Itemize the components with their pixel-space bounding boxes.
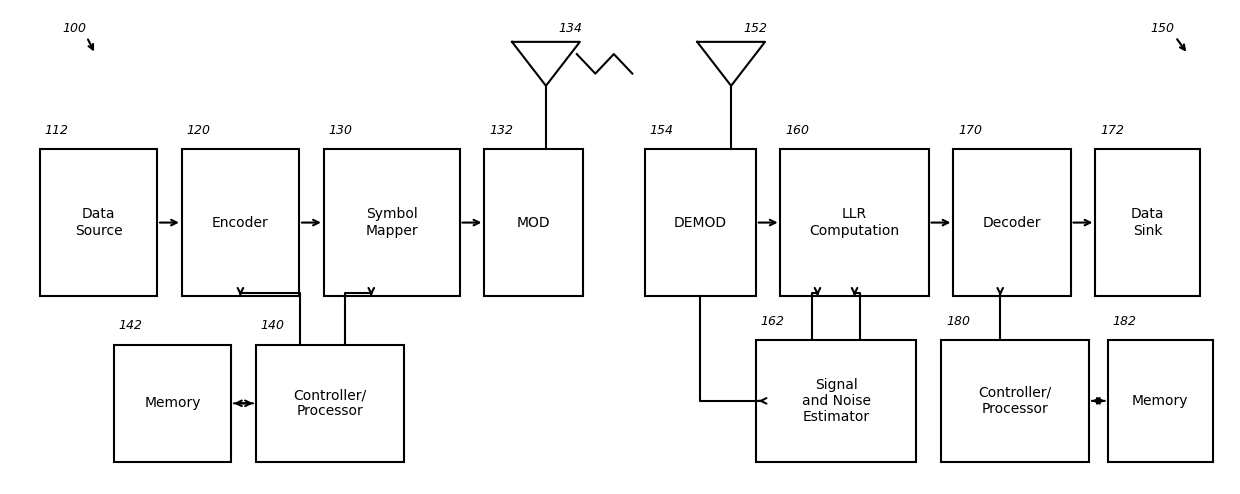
Text: 182: 182 bbox=[1112, 315, 1137, 328]
Text: 150: 150 bbox=[1151, 22, 1174, 35]
Text: 170: 170 bbox=[959, 124, 982, 137]
FancyBboxPatch shape bbox=[645, 149, 756, 296]
FancyBboxPatch shape bbox=[255, 345, 404, 462]
FancyBboxPatch shape bbox=[954, 149, 1070, 296]
Text: 120: 120 bbox=[187, 124, 211, 137]
Text: Controller/
Processor: Controller/ Processor bbox=[978, 386, 1052, 416]
Text: 142: 142 bbox=[119, 320, 143, 332]
Text: 152: 152 bbox=[744, 22, 768, 35]
Text: Decoder: Decoder bbox=[982, 215, 1042, 230]
Text: Signal
and Noise
Estimator: Signal and Noise Estimator bbox=[801, 377, 870, 424]
Text: 140: 140 bbox=[260, 320, 285, 332]
Text: Memory: Memory bbox=[144, 396, 201, 411]
FancyBboxPatch shape bbox=[40, 149, 157, 296]
FancyBboxPatch shape bbox=[484, 149, 583, 296]
Text: 162: 162 bbox=[760, 315, 785, 328]
FancyBboxPatch shape bbox=[182, 149, 299, 296]
Text: Data
Source: Data Source bbox=[74, 207, 123, 238]
Polygon shape bbox=[697, 42, 765, 86]
Polygon shape bbox=[512, 42, 580, 86]
FancyBboxPatch shape bbox=[1107, 340, 1213, 462]
Text: 132: 132 bbox=[489, 124, 513, 137]
Text: MOD: MOD bbox=[517, 215, 551, 230]
Text: 130: 130 bbox=[329, 124, 352, 137]
Text: Encoder: Encoder bbox=[212, 215, 269, 230]
Text: 160: 160 bbox=[785, 124, 810, 137]
Text: Symbol
Mapper: Symbol Mapper bbox=[366, 207, 418, 238]
Text: DEMOD: DEMOD bbox=[673, 215, 727, 230]
FancyBboxPatch shape bbox=[941, 340, 1089, 462]
Text: LLR
Computation: LLR Computation bbox=[810, 207, 899, 238]
FancyBboxPatch shape bbox=[756, 340, 916, 462]
FancyBboxPatch shape bbox=[780, 149, 929, 296]
Text: Controller/
Processor: Controller/ Processor bbox=[294, 388, 367, 418]
Text: 112: 112 bbox=[45, 124, 68, 137]
FancyBboxPatch shape bbox=[1095, 149, 1200, 296]
Text: 134: 134 bbox=[558, 22, 583, 35]
Text: Data
Sink: Data Sink bbox=[1131, 207, 1164, 238]
FancyBboxPatch shape bbox=[114, 345, 231, 462]
Text: Memory: Memory bbox=[1132, 394, 1188, 408]
Text: 100: 100 bbox=[62, 22, 86, 35]
Text: 180: 180 bbox=[946, 315, 970, 328]
Text: 154: 154 bbox=[650, 124, 673, 137]
Text: 172: 172 bbox=[1100, 124, 1125, 137]
FancyBboxPatch shape bbox=[324, 149, 460, 296]
